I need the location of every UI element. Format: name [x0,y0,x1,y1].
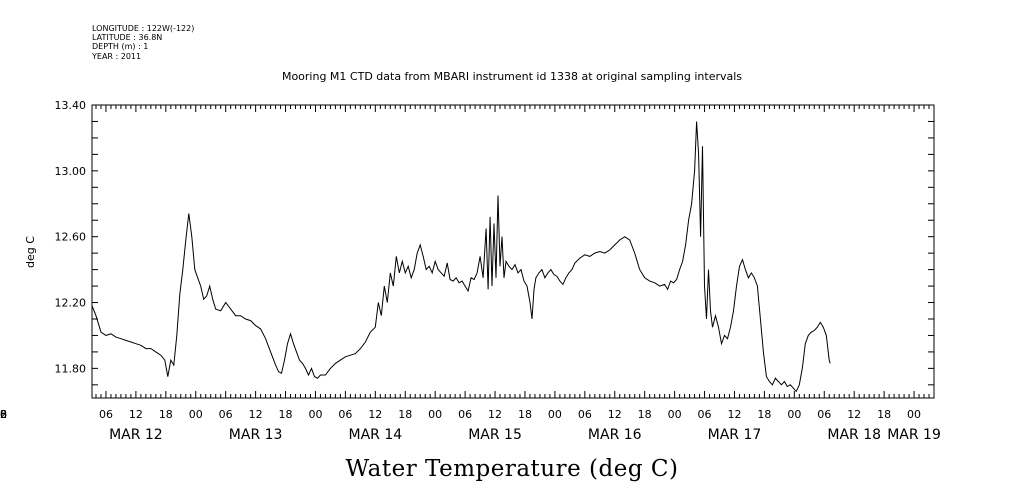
x-tick-label: 06 [99,408,113,421]
day-label: MAR 14 [348,427,402,443]
axis-ticks [92,104,935,398]
year-label: YEAR : 2011 [91,52,141,61]
day-labels: MAR 12 MAR 13 MAR 14 MAR 15 MAR 16 MAR 17 MAR … [109,427,941,443]
y-tick-label: 12.20 [55,297,87,310]
plot-frame [91,104,935,399]
x-tick-labels: 06 12 18 00 06 12 18 00 06 12 18 00 06 12 18 00 06 12 18 00… [0,408,921,421]
x-tick-label: 18 [757,408,771,421]
x-tick-label: 12 [368,408,382,421]
x-tick-label: 00 [308,408,322,421]
x-tick-label: 06 [458,408,472,421]
x-tick-label: 06 [698,408,712,421]
x-tick-label: 12 [727,408,741,421]
latitude-label: LATITUDE : 36.8N [92,33,162,42]
longitude-label: LONGITUDE : 122W(-122) [92,24,194,33]
day-label: MAR 13 [229,427,283,443]
x-tick-label: 06 [338,408,352,421]
x-tick-label: 00 [787,408,801,421]
x-tick-label: 12 [608,408,622,421]
x-tick-label: 06 [578,408,592,421]
depth-label: DEPTH (m) : 1 [92,42,148,51]
day-label: MAR 19 [887,427,941,443]
x-tick-label: 12 [129,408,143,421]
x-tick-label: 18 [159,408,173,421]
chart-title: Mooring M1 CTD data from MBARI instrumen… [282,70,742,83]
day-label: MAR 15 [468,427,522,443]
x-tick-label: 18 [877,408,891,421]
x-tick-label: 00 [428,408,442,421]
x-axis-title: Water Temperature (deg C) [346,456,679,482]
y-tick-label: 11.80 [55,362,87,375]
x-tick-label: 06 [219,408,233,421]
y-tick-label: 13.00 [55,165,87,178]
x-tick-label: 06 [0,408,7,421]
x-tick-label: 18 [279,408,293,421]
x-tick-label: 00 [668,408,682,421]
y-tick-label: 13.40 [55,99,87,112]
x-tick-label: 00 [189,408,203,421]
x-tick-label: 18 [638,408,652,421]
x-tick-label: 00 [907,408,921,421]
temperature-series-line [91,121,831,393]
day-label: MAR 18 [827,427,881,443]
x-tick-label: 12 [847,408,861,421]
x-tick-label: 00 [0,408,7,421]
y-axis-label: deg C [24,236,37,268]
y-tick-label: 12.60 [55,231,87,244]
day-label: MAR 16 [588,427,642,443]
y-tick-labels: 13.40 13.00 12.60 12.20 11.80 [55,99,87,375]
day-label: MAR 12 [109,427,163,443]
x-tick-label: 12 [488,408,502,421]
x-tick-label: 12 [0,408,7,421]
x-tick-label: 00 [548,408,562,421]
x-tick-label: 06 [817,408,831,421]
x-tick-label: 18 [0,408,7,421]
x-tick-label: 18 [398,408,412,421]
x-tick-label: 18 [518,408,532,421]
day-label: MAR 17 [708,427,762,443]
x-tick-label: 12 [249,408,263,421]
